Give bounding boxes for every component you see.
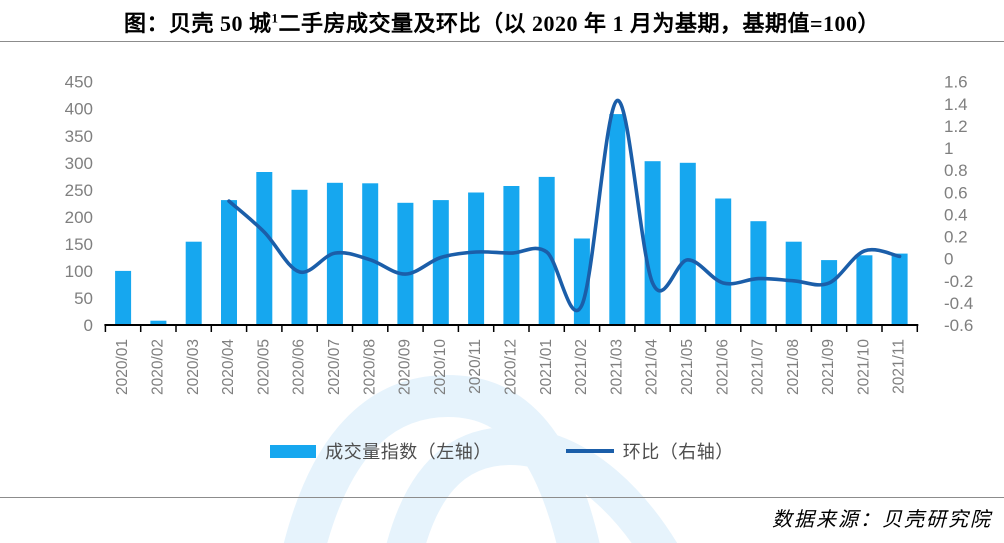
x-axis-label: 2020/10: [432, 339, 449, 395]
x-axis-label: 2021/04: [644, 339, 661, 395]
bar-2020/03: [185, 241, 202, 325]
left-axis-label: 300: [65, 154, 93, 173]
x-axis-label: 2020/04: [220, 339, 237, 395]
bar-2021/08: [785, 241, 802, 325]
right-axis-label: 1.4: [944, 95, 968, 114]
chart-title: 图：贝壳 50 城1二手房成交量及环比（以 2020 年 1 月为基期，基期值=…: [123, 10, 881, 36]
x-axis-label: 2021/02: [573, 339, 590, 395]
left-axis-label: 450: [65, 73, 93, 92]
right-axis-label: -0.4: [944, 294, 973, 313]
right-axis-label: 0.6: [944, 183, 968, 202]
bar-2020/09: [397, 202, 414, 325]
x-axis-label: 2021/09: [820, 339, 837, 395]
x-axis-label: 2020/03: [185, 339, 202, 395]
bar-2020/08: [362, 183, 379, 325]
x-axis-label: 2021/07: [749, 339, 766, 395]
x-axis-label: 2021/03: [608, 339, 625, 395]
x-axis-label: 2020/09: [396, 339, 413, 395]
footer-divider-line: [0, 497, 1004, 498]
left-axis-label: 100: [65, 262, 93, 281]
legend-label: 环比（右轴）: [622, 442, 734, 462]
right-axis-label: 0.8: [944, 161, 968, 180]
data-source-caption: 数据来源：贝壳研究院: [772, 509, 992, 531]
x-axis-label: 2021/01: [538, 339, 555, 395]
bar-2020/12: [503, 186, 520, 325]
bar-2020/02: [150, 320, 167, 325]
x-axis-label: 2020/06: [291, 339, 308, 395]
x-axis-label: 2020/02: [149, 339, 166, 395]
bar-2020/06: [291, 189, 308, 325]
legend-item-volume-index: 成交量指数（左轴）: [270, 438, 492, 464]
bar-2020/04: [221, 200, 237, 325]
bar-2021/06: [715, 198, 732, 325]
right-axis-label: 1.2: [944, 117, 968, 136]
bar-2020/10: [432, 200, 449, 325]
right-axis-label: -0.2: [944, 272, 973, 291]
chart-legend: 成交量指数（左轴） 环比（右轴）: [0, 438, 1004, 464]
bar-2021/05: [679, 162, 696, 325]
left-axis-label: 250: [65, 181, 93, 200]
bar-2021/09: [821, 260, 838, 325]
title-divider-line: [0, 41, 1004, 42]
right-axis-label: 0: [944, 250, 953, 269]
x-axis-label: 2021/11: [891, 339, 908, 394]
legend-label: 成交量指数（左轴）: [325, 442, 492, 462]
left-axis-label: 0: [84, 316, 93, 335]
x-axis-label: 2021/10: [855, 339, 872, 395]
x-axis-label: 2020/08: [361, 339, 378, 395]
mom-change-line: [227, 98, 902, 313]
legend-item-mom-change: 环比（右轴）: [565, 438, 734, 464]
left-axis-label: 400: [65, 100, 93, 119]
x-axis-label: 2021/05: [679, 339, 696, 395]
left-axis-label: 350: [65, 127, 93, 146]
left-axis-label: 150: [65, 235, 93, 254]
watermark-inner-arch: [386, 426, 677, 543]
left-axis-label: 50: [74, 289, 93, 308]
bar-2020/05: [256, 172, 273, 325]
left-axis-label: 200: [65, 208, 93, 227]
bar-2020/11: [468, 192, 485, 325]
bar-2021/11: [891, 253, 908, 325]
bar-2020/01: [115, 270, 132, 325]
x-axis-label: 2021/06: [714, 339, 731, 395]
x-axis-label: 2020/01: [114, 339, 131, 395]
x-axis-label: 2020/07: [326, 339, 343, 395]
x-axis-label: 2020/11: [467, 339, 484, 394]
line-series-swatch: [565, 449, 614, 453]
watermark-outer-arch: [283, 374, 600, 543]
bar-2021/04: [644, 161, 661, 325]
right-axis-label: 0.2: [944, 228, 968, 247]
bar-series-swatch: [270, 444, 317, 458]
footnote-marker: 1: [271, 10, 279, 26]
right-axis-label: 1.6: [944, 73, 968, 92]
x-axis-label: 2021/08: [785, 339, 802, 395]
bar-2021/07: [750, 221, 767, 325]
bar-2021/10: [856, 255, 873, 325]
right-axis-label: 1: [944, 139, 953, 158]
bar-2021/03: [609, 114, 626, 325]
right-axis-label: -0.6: [944, 316, 973, 335]
right-axis-label: 0.4: [944, 205, 968, 224]
bar-2021/02: [573, 238, 590, 325]
x-axis-label: 2020/12: [502, 339, 519, 395]
x-axis-label: 2020/05: [255, 339, 272, 395]
